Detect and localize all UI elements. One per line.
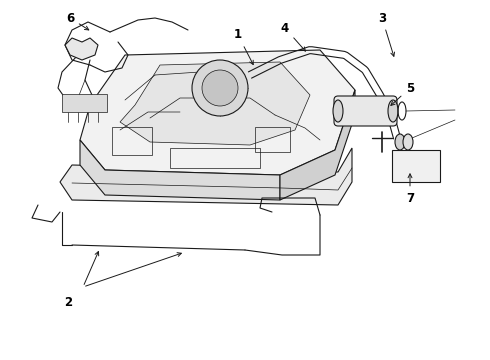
Ellipse shape — [395, 134, 405, 150]
Circle shape — [202, 70, 238, 106]
Polygon shape — [80, 50, 355, 175]
FancyBboxPatch shape — [334, 96, 397, 126]
Text: 1: 1 — [234, 28, 253, 64]
Polygon shape — [120, 62, 310, 145]
Text: 4: 4 — [281, 22, 305, 51]
Bar — [112, 127, 152, 155]
Text: 6: 6 — [66, 12, 89, 30]
Ellipse shape — [403, 134, 413, 150]
Polygon shape — [80, 140, 280, 200]
Polygon shape — [65, 38, 98, 60]
Text: 2: 2 — [64, 296, 72, 309]
Bar — [392, 150, 440, 182]
Ellipse shape — [388, 100, 398, 122]
Text: 3: 3 — [378, 12, 394, 56]
Circle shape — [192, 60, 248, 116]
Polygon shape — [60, 148, 352, 205]
Bar — [170, 148, 260, 168]
Ellipse shape — [333, 100, 343, 122]
Text: 5: 5 — [391, 81, 414, 105]
Bar — [62, 94, 107, 112]
Bar — [255, 127, 290, 152]
Text: 7: 7 — [406, 174, 414, 204]
Polygon shape — [280, 90, 355, 200]
